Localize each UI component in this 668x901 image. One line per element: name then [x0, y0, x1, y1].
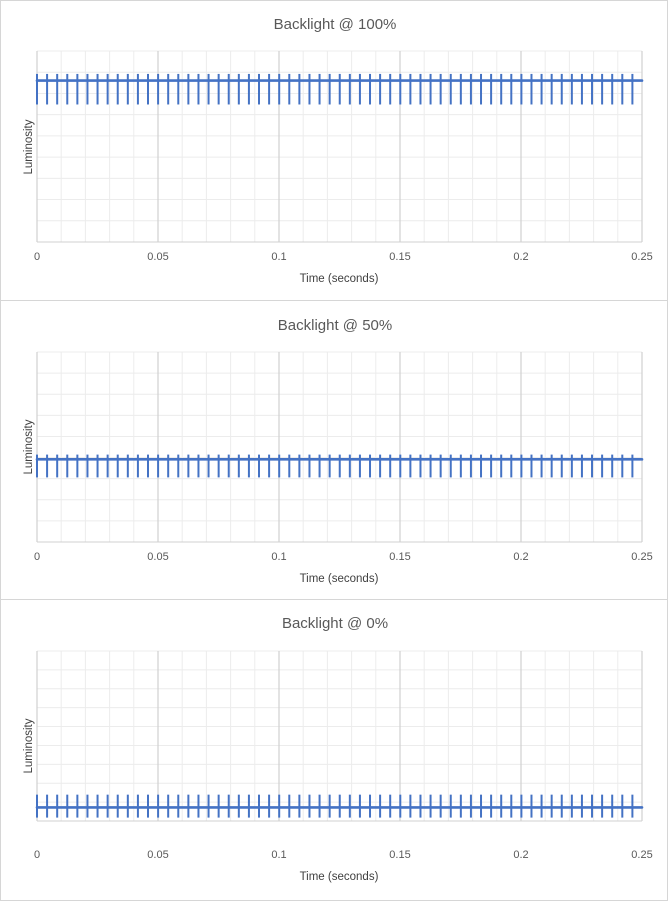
- x-tick-label: 0.2: [513, 551, 528, 563]
- x-tick-label: 0.15: [389, 251, 410, 263]
- x-tick-label: 0.2: [513, 849, 528, 861]
- y-axis-label: Luminosity: [23, 419, 35, 474]
- chart-title: Backlight @ 100%: [274, 16, 397, 33]
- x-tick-labels: 0 0.05 0.1 0.15 0.2 0.25: [34, 551, 653, 563]
- chart-panel-50: Backlight @ 50% 0 0.05 0.1 0.15 0.2 0.25 Time…: [0, 300, 668, 600]
- x-tick-label: 0: [34, 251, 40, 263]
- x-tick-labels: 0 0.05 0.1 0.15 0.2 0.25: [34, 849, 653, 861]
- minor-grid: [36, 351, 643, 543]
- x-tick-label: 0: [34, 551, 40, 563]
- x-tick-label: 0.25: [631, 551, 652, 563]
- x-tick-label: 0: [34, 849, 40, 861]
- chart-svg-100: Backlight @ 100% 0 0.05 0.1 0.15 0.2 0.25 Tim…: [23, 16, 653, 285]
- x-tick-label: 0.15: [389, 551, 410, 563]
- x-tick-label: 0.1: [271, 849, 286, 861]
- y-axis-label: Luminosity: [23, 119, 35, 174]
- x-tick-labels: 0 0.05 0.1 0.15 0.2 0.25: [34, 251, 653, 263]
- x-tick-label: 0.05: [147, 551, 168, 563]
- chart-panel-100: Backlight @ 100% 0 0.05 0.1 0.15 0.2 0.25 Tim…: [0, 0, 668, 301]
- chart-svg-0: Backlight @ 0% 0 0.05 0.1 0.15 0.2 0.25 Time …: [23, 615, 653, 883]
- x-tick-label: 0.2: [513, 251, 528, 263]
- major-grid: [36, 651, 643, 822]
- x-tick-label: 0.05: [147, 849, 168, 861]
- x-axis-label: Time (seconds): [300, 573, 379, 585]
- chart-panel-0: Backlight @ 0% 0 0.05 0.1 0.15 0.2 0.25 Time …: [0, 599, 668, 901]
- x-tick-label: 0.1: [271, 551, 286, 563]
- x-tick-label: 0.15: [389, 849, 410, 861]
- series-layer: [35, 73, 644, 105]
- x-tick-label: 0.1: [271, 251, 286, 263]
- series-layer: [35, 454, 644, 478]
- x-tick-label: 0.05: [147, 251, 168, 263]
- y-axis-label: Luminosity: [23, 718, 35, 773]
- x-tick-label: 0.25: [631, 849, 652, 861]
- major-grid: [36, 352, 643, 543]
- chart-svg-50: Backlight @ 50% 0 0.05 0.1 0.15 0.2 0.25 Time…: [23, 317, 653, 585]
- chart-title: Backlight @ 50%: [278, 317, 392, 334]
- series-layer: [35, 794, 644, 818]
- x-tick-label: 0.25: [631, 251, 652, 263]
- x-axis-label: Time (seconds): [300, 273, 379, 285]
- chart-title: Backlight @ 0%: [282, 615, 388, 632]
- x-axis-label: Time (seconds): [300, 871, 379, 883]
